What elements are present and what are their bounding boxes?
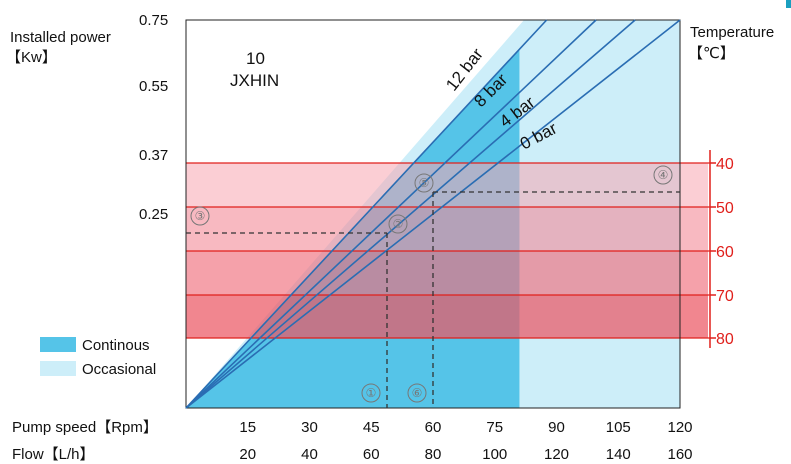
markers: ① ② ③ ④ ⑤ ⑥ [190, 165, 673, 403]
temperature-label: Temperature [690, 24, 774, 41]
series-line-8-bar [185, 19, 597, 409]
temp-tick-40: 40 [716, 156, 734, 173]
series-line-12-bar [185, 19, 548, 409]
pump-speed-label: Pump speed【Rpm】 [12, 419, 158, 436]
flow-tick-20: 20 [239, 446, 256, 463]
flow-tick-60: 60 [363, 446, 380, 463]
legend: Continous Occasional [40, 337, 156, 378]
legend-swatch-continuous [40, 337, 76, 352]
y-tick-0.37: 0.37 [139, 147, 168, 164]
y-axis-unit: 【Kw】 [6, 49, 57, 66]
temperature-axis: 40 50 60 70 80 [709, 150, 734, 348]
marker-2: ② [393, 217, 404, 231]
y-tick-0.75: 0.75 [139, 12, 168, 29]
dashed-guides [186, 191, 680, 408]
flow-tick-160: 160 [667, 446, 692, 463]
temp-tick-80: 80 [716, 331, 734, 348]
chart-title-model: JXHIN [230, 71, 279, 90]
rpm-tick-90: 90 [548, 419, 565, 436]
legend-label-continuous: Continous [82, 337, 150, 354]
flow-ticks: 20 40 60 80 100 120 140 160 [239, 446, 692, 463]
y-tick-0.25: 0.25 [139, 206, 168, 223]
legend-swatch-occasional [40, 361, 76, 376]
y-tick-0.55: 0.55 [139, 78, 168, 95]
marker-5: ⑤ [419, 176, 430, 190]
rpm-ticks: 15 30 45 60 75 90 105 120 [239, 419, 692, 436]
rpm-tick-105: 105 [606, 419, 631, 436]
temperature-unit: 【℃】 [688, 45, 735, 62]
flow-tick-80: 80 [425, 446, 442, 463]
rpm-tick-45: 45 [363, 419, 380, 436]
flow-tick-100: 100 [482, 446, 507, 463]
temp-tick-70: 70 [716, 288, 734, 305]
legend-label-occasional: Occasional [82, 361, 156, 378]
rpm-tick-75: 75 [486, 419, 503, 436]
rpm-tick-15: 15 [239, 419, 256, 436]
flow-tick-120: 120 [544, 446, 569, 463]
flow-tick-140: 140 [606, 446, 631, 463]
y-axis-label: Installed power [10, 29, 111, 46]
flow-label: Flow【L/h】 [12, 446, 95, 463]
rpm-tick-120: 120 [667, 419, 692, 436]
marker-4: ④ [658, 168, 669, 182]
flow-tick-40: 40 [301, 446, 318, 463]
temp-tick-50: 50 [716, 200, 734, 217]
edge-accent [786, 0, 791, 8]
marker-6: ⑥ [412, 386, 423, 400]
marker-1: ① [366, 386, 377, 400]
temperature-bands [186, 162, 710, 339]
rpm-tick-60: 60 [425, 419, 442, 436]
temp-tick-60: 60 [716, 244, 734, 261]
chart-title-number: 10 [246, 49, 265, 68]
marker-3: ③ [195, 209, 206, 223]
series-line-4-bar [185, 19, 636, 409]
plot-frame [185, 19, 681, 409]
rpm-tick-30: 30 [301, 419, 318, 436]
